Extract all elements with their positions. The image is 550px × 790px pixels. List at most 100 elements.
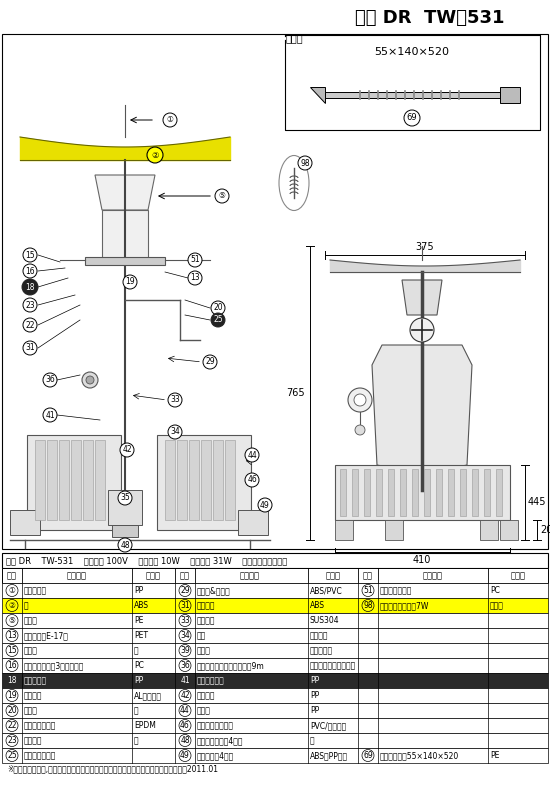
Text: オーバーフロー: オーバーフロー <box>24 751 56 760</box>
Bar <box>83 440 93 520</box>
Text: 13: 13 <box>7 631 17 640</box>
Polygon shape <box>372 345 472 470</box>
Text: 48: 48 <box>180 736 190 745</box>
Bar <box>10 510 40 535</box>
Circle shape <box>43 373 57 387</box>
Bar <box>460 469 466 516</box>
Text: ①: ① <box>9 586 15 595</box>
Text: 19: 19 <box>125 277 135 287</box>
Text: 34: 34 <box>180 631 190 640</box>
Text: 鉄: 鉄 <box>134 736 139 745</box>
Circle shape <box>203 355 217 369</box>
Circle shape <box>6 645 18 656</box>
Text: 55×140×520: 55×140×520 <box>375 47 449 57</box>
Ellipse shape <box>279 156 309 210</box>
Text: 29: 29 <box>205 358 215 367</box>
Text: ナイロン: ナイロン <box>310 631 328 640</box>
Text: 34: 34 <box>170 427 180 437</box>
Bar <box>412 469 418 516</box>
Text: PC: PC <box>134 661 144 670</box>
Text: 濾過材（ダブル）: 濾過材（ダブル） <box>197 721 234 730</box>
Bar <box>189 440 199 520</box>
Bar <box>213 440 223 520</box>
Text: ビニールキャプタイヤ: ビニールキャプタイヤ <box>310 661 356 670</box>
Text: 20: 20 <box>213 303 223 313</box>
Circle shape <box>179 630 191 641</box>
Bar <box>71 440 81 520</box>
Bar <box>335 520 353 540</box>
Text: ジェラコン: ジェラコン <box>310 646 333 655</box>
Text: SUS304: SUS304 <box>310 616 340 625</box>
Text: ベース: ベース <box>24 706 38 715</box>
Circle shape <box>298 156 312 170</box>
Circle shape <box>82 372 98 388</box>
Bar <box>400 469 406 516</box>
Bar <box>448 469 454 516</box>
Text: 濾過槽蓋: 濾過槽蓋 <box>197 691 216 700</box>
Text: ソケット（E-17）: ソケット（E-17） <box>24 631 69 640</box>
Circle shape <box>147 147 163 163</box>
Bar <box>480 520 498 540</box>
Text: 19: 19 <box>7 691 17 700</box>
Bar <box>201 440 211 520</box>
Text: PP: PP <box>310 676 319 685</box>
Bar <box>2 628 548 643</box>
Circle shape <box>118 538 132 552</box>
Text: 吉野 DR  TW－531: 吉野 DR TW－531 <box>355 9 505 27</box>
Text: 部番: 部番 <box>363 571 373 580</box>
Text: PP: PP <box>310 706 319 715</box>
Bar <box>238 510 268 535</box>
Circle shape <box>362 750 374 762</box>
Text: PP: PP <box>134 676 143 685</box>
Bar <box>2 688 548 703</box>
Text: 69: 69 <box>406 114 417 122</box>
Bar <box>2 703 548 718</box>
Text: ※お断りなく材質,形状等を変更する場合がございます。　白ヌキ・・・・非売品　　2011.01: ※お断りなく材質,形状等を変更する場合がございます。 白ヌキ・・・・非売品 20… <box>7 765 218 773</box>
Bar <box>2 34 548 549</box>
Text: 765: 765 <box>287 388 305 398</box>
Circle shape <box>43 408 57 422</box>
Circle shape <box>245 473 259 487</box>
Text: 31: 31 <box>180 601 190 610</box>
Text: 材　質: 材 質 <box>510 571 525 580</box>
Circle shape <box>6 600 18 611</box>
Text: 35: 35 <box>120 494 130 502</box>
Text: 制配線板: 制配線板 <box>24 736 42 745</box>
Text: 25: 25 <box>7 751 17 760</box>
Bar <box>2 658 548 673</box>
Text: 吉野 DR    TW-531    定格電圧 100V    定格出力 10W    消費電力 31W    タカラ工業株式会社: 吉野 DR TW-531 定格電圧 100V 定格出力 10W 消費電力 31W… <box>6 556 287 565</box>
Text: 品　　名: 品 名 <box>423 571 443 580</box>
Circle shape <box>23 318 37 332</box>
Text: ABS: ABS <box>134 601 149 610</box>
Circle shape <box>215 189 229 203</box>
Text: モーター: モーター <box>24 691 42 700</box>
Circle shape <box>86 376 94 384</box>
Circle shape <box>163 113 177 127</box>
Circle shape <box>6 585 18 596</box>
Circle shape <box>179 600 191 611</box>
Text: EPDM: EPDM <box>134 721 156 730</box>
Circle shape <box>6 735 18 747</box>
Bar <box>424 469 430 516</box>
Circle shape <box>362 585 374 596</box>
Text: 傘支え: 傘支え <box>24 646 38 655</box>
Bar <box>95 440 105 520</box>
Bar <box>27 435 121 530</box>
Bar <box>35 440 45 520</box>
Text: ABS: ABS <box>310 601 325 610</box>
Circle shape <box>404 110 420 126</box>
Bar <box>2 568 548 583</box>
Text: ⑤: ⑤ <box>218 191 226 201</box>
Text: 36: 36 <box>45 375 55 385</box>
Bar <box>2 748 548 763</box>
Bar <box>376 469 382 516</box>
Text: 苗止めバンド: 苗止めバンド <box>197 676 225 685</box>
Text: PET: PET <box>134 631 148 640</box>
Text: 42: 42 <box>180 691 190 700</box>
Text: 鉄: 鉄 <box>134 706 139 715</box>
Bar <box>388 469 394 516</box>
Circle shape <box>23 298 37 312</box>
Text: 13: 13 <box>190 273 200 283</box>
Circle shape <box>211 301 225 315</box>
Circle shape <box>23 248 37 262</box>
